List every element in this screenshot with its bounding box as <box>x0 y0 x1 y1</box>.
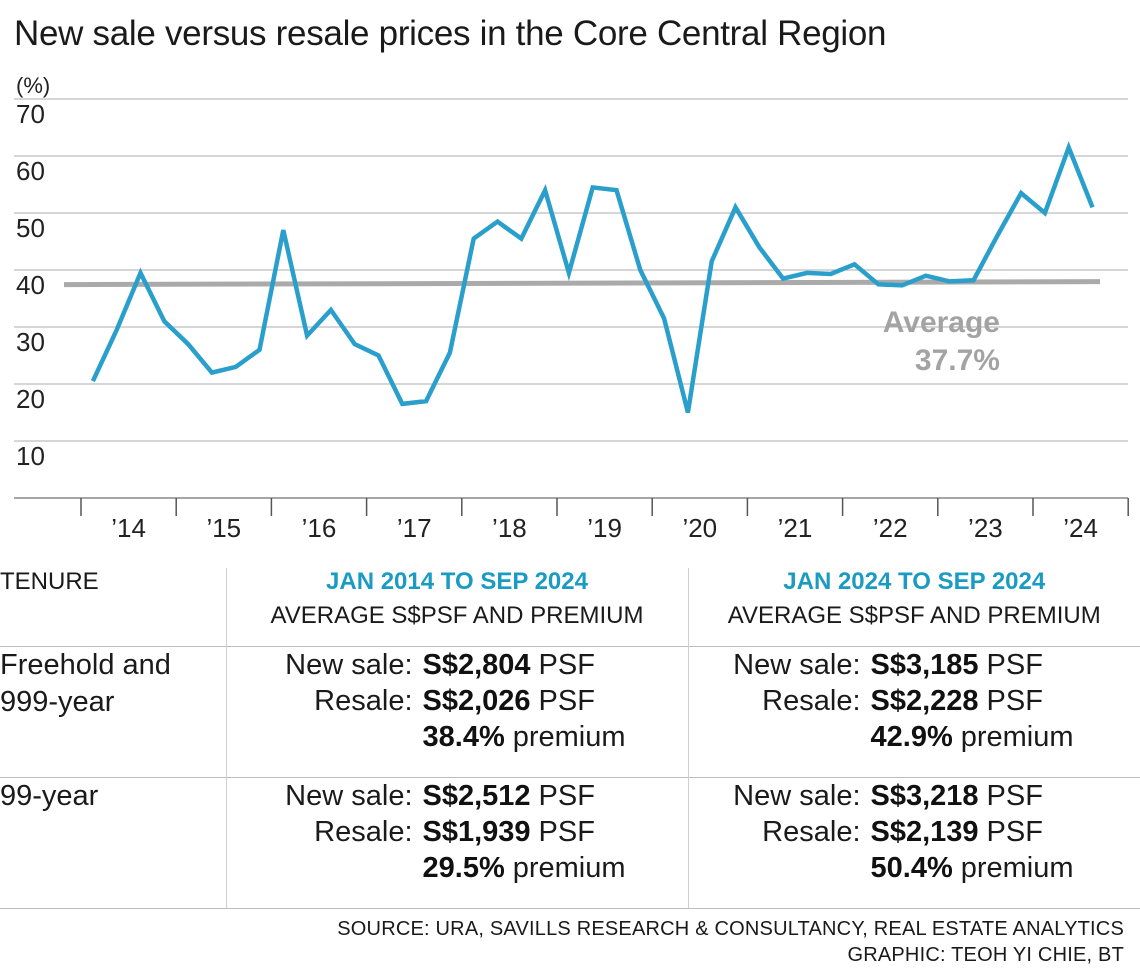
tenure-name-line: 99-year <box>0 780 99 812</box>
x-tick-label: ’24 <box>1063 513 1098 543</box>
psf-unit: PSF <box>986 816 1043 848</box>
average-label: Average <box>883 306 1000 339</box>
tenure-header: TENURE <box>0 568 99 595</box>
psf-unit: PSF <box>986 685 1043 717</box>
x-tick-label: ’15 <box>206 513 241 543</box>
resale-label: Resale: <box>314 816 413 848</box>
premium-value: 38.4% <box>422 721 505 753</box>
average-line <box>63 279 1101 288</box>
series-group <box>90 141 1095 414</box>
table-header-row: TENURE JAN 2014 TO SEP 2024 AVERAGE S$PS… <box>0 568 1140 647</box>
x-tick-label: ’16 <box>302 513 337 543</box>
x-axis: ’14 ’15 ’16 ’17 ’18 ’19 ’20 ’21 ’22 ’23 ’24 <box>14 497 1129 543</box>
chart-title: New sale versus resale prices in the Cor… <box>14 14 887 53</box>
tenure-table: TENURE JAN 2014 TO SEP 2024 AVERAGE S$PS… <box>0 568 1140 909</box>
period-header-full: JAN 2014 TO SEP 2024 AVERAGE S$PSF AND P… <box>225 568 688 647</box>
premium-value: 29.5% <box>422 852 505 884</box>
premium-value: 50.4% <box>870 852 953 884</box>
resale-value: S$2,139 <box>870 816 979 848</box>
y-tick-label: 30 <box>16 327 45 357</box>
premium-value: 42.9% <box>870 721 953 753</box>
x-tick-label: ’19 <box>587 513 622 543</box>
price-cell: New sale: S$2,512 PSF Resale: S$1,939 PSF 29… <box>225 777 688 909</box>
psf-unit: PSF <box>538 816 595 848</box>
resale-label: Resale: <box>762 816 861 848</box>
y-axis: 10 20 30 40 50 60 70(%) <box>16 73 50 471</box>
new-sale-value: S$3,185 <box>870 649 979 681</box>
resale-value: S$2,228 <box>870 685 979 717</box>
tenure-name-line: 999-year <box>0 686 115 718</box>
grid-lines <box>14 98 1128 442</box>
y-tick-label: 60 <box>16 156 45 186</box>
x-tick-label: ’23 <box>968 513 1003 543</box>
average-line-group: Average 37.7% <box>63 279 1101 377</box>
premium-unit: premium <box>512 721 626 753</box>
y-tick-label: 10 <box>16 441 45 471</box>
period-header-2024: JAN 2024 TO SEP 2024 AVERAGE S$PSF AND P… <box>687 568 1140 647</box>
price-cell: New sale: S$2,804 PSF Resale: S$2,026 PSF 38… <box>225 646 688 778</box>
x-tick-label: ’17 <box>397 513 432 543</box>
y-axis-unit: (%) <box>16 73 50 98</box>
average-value-label: 37.7% <box>915 344 1000 377</box>
resale-label: Resale: <box>762 685 861 717</box>
period-subtitle: AVERAGE S$PSF AND PREMIUM <box>270 602 644 629</box>
y-tick-label: 40 <box>16 270 45 300</box>
premium-unit: premium <box>960 852 1074 884</box>
new-sale-value: S$3,218 <box>870 780 979 812</box>
period-subtitle: AVERAGE S$PSF AND PREMIUM <box>727 602 1101 629</box>
new-sale-label: New sale: <box>733 649 861 681</box>
new-sale-label: New sale: <box>285 780 413 812</box>
footer-credits: SOURCE: URA, SAVILLS RESEARCH & CONSULTA… <box>337 916 1124 968</box>
psf-unit: PSF <box>538 780 595 812</box>
source-note: SOURCE: URA, SAVILLS RESEARCH & CONSULTA… <box>337 918 1124 940</box>
new-sale-value: S$2,512 <box>422 780 531 812</box>
table-row: 99-year New sale: S$2,512 PSF Resale: S$1,9… <box>0 777 1140 909</box>
tenure-name-line: Freehold and <box>0 649 171 681</box>
x-tick-label: ’21 <box>778 513 813 543</box>
y-tick-label: 70 <box>16 99 45 129</box>
tenure-name: Freehold and 999-year <box>0 646 226 778</box>
new-sale-value: S$2,804 <box>422 649 531 681</box>
period-title: JAN 2024 TO SEP 2024 <box>783 568 1046 595</box>
table-row: Freehold and 999-year New sale: S$2,804 PS… <box>0 646 1140 778</box>
psf-unit: PSF <box>986 780 1043 812</box>
new-sale-label: New sale: <box>733 780 861 812</box>
resale-value: S$2,026 <box>422 685 531 717</box>
price-cell: New sale: S$3,185 PSF Resale: S$2,228 PSF 42… <box>687 646 1140 778</box>
psf-unit: PSF <box>986 649 1043 681</box>
period-title: JAN 2014 TO SEP 2024 <box>326 568 588 595</box>
psf-unit: PSF <box>538 649 595 681</box>
tenure-name: 99-year <box>0 777 226 909</box>
x-tick-label: ’22 <box>873 513 908 543</box>
resale-label: Resale: <box>314 685 413 717</box>
x-tick-label: ’14 <box>111 513 146 543</box>
x-tick-label: ’20 <box>682 513 717 543</box>
y-tick-label: 50 <box>16 213 45 243</box>
y-tick-label: 20 <box>16 384 45 414</box>
price-cell: New sale: S$3,218 PSF Resale: S$2,139 PSF 50… <box>687 777 1140 909</box>
graphic-credit: GRAPHIC: TEOH YI CHIE, BT <box>847 944 1124 966</box>
new-sale-label: New sale: <box>285 649 413 681</box>
resale-value: S$1,939 <box>422 816 531 848</box>
premium-unit: premium <box>512 852 626 884</box>
psf-unit: PSF <box>538 685 595 717</box>
x-tick-label: ’18 <box>492 513 527 543</box>
premium-unit: premium <box>960 721 1074 753</box>
